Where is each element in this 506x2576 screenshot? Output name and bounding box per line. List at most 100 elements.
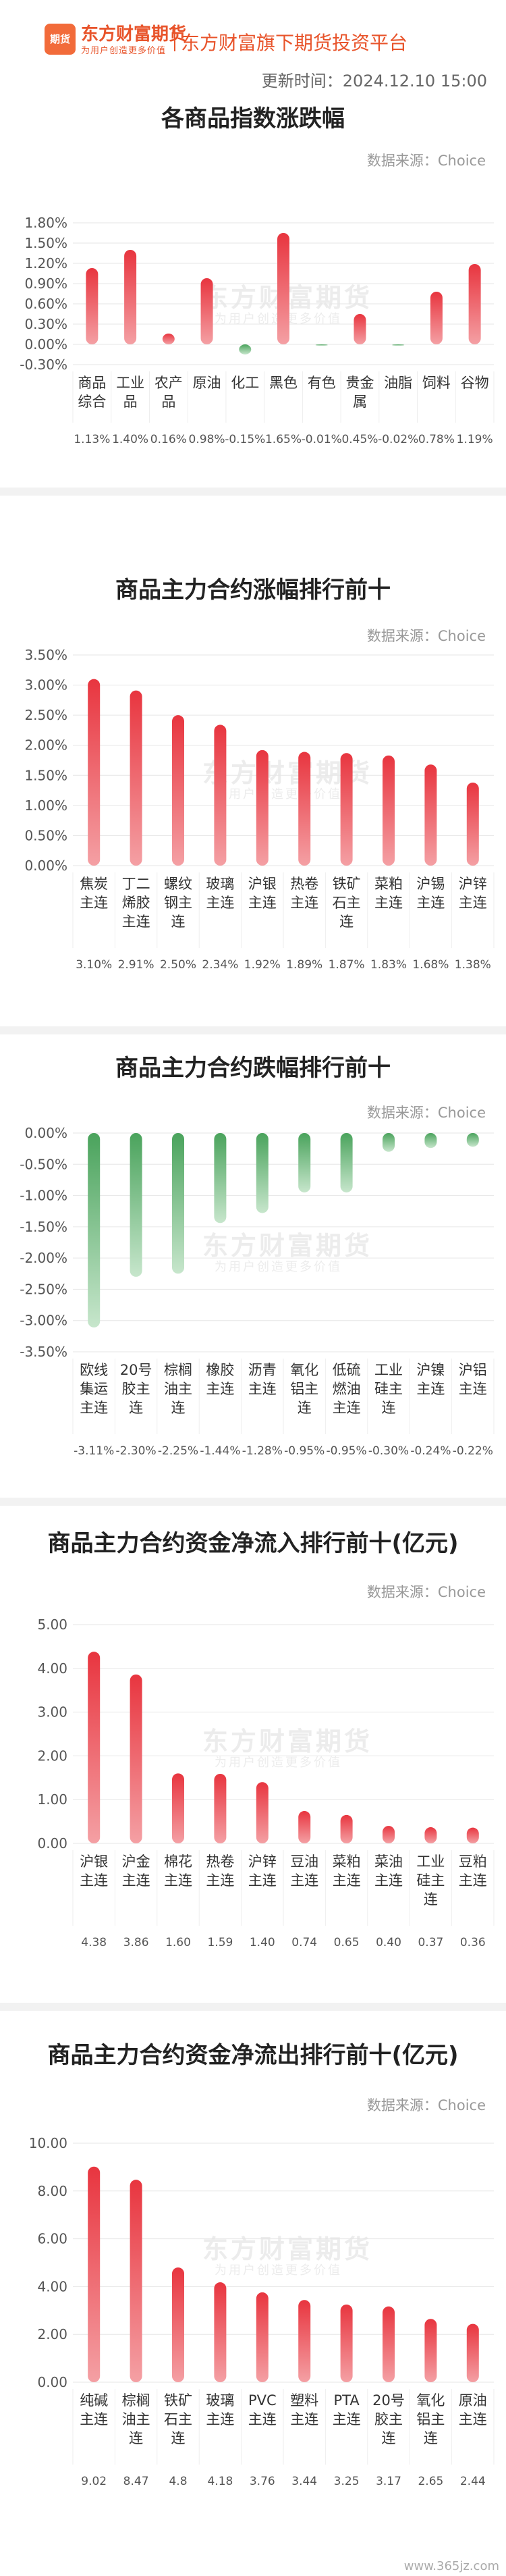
category-label: 沪锌主连: [248, 1854, 277, 1889]
value-label: -0.24%: [410, 1444, 451, 1458]
bar-菜油主连: [383, 1826, 395, 1843]
value-label: 3.10%: [76, 958, 112, 972]
value-label: 1.92%: [244, 958, 281, 972]
value-label: 1.65%: [265, 433, 302, 446]
category-label: 沪银主连: [80, 1854, 108, 1889]
y-tick-label: 0.50%: [24, 827, 67, 843]
chart-source: 数据来源：Choice: [366, 1584, 486, 1600]
bar-欧线集运主连: [88, 1133, 101, 1328]
bar-螺纹钢主连: [172, 715, 184, 866]
chart-section-top-losers: 商品主力合约跌幅排行前十 数据来源：Choice 东方财富期货 为用户创造更多价…: [0, 1034, 506, 1498]
value-label: 2.34%: [202, 958, 238, 972]
category-label: 沪锡主连: [416, 876, 445, 911]
value-label: -2.25%: [158, 1444, 198, 1458]
category-label: 商品综合: [78, 375, 106, 410]
chart-section-index-change: 各商品指数涨跌幅 数据来源：Choice 东方财富期货 为用户创造更多价值 -0…: [0, 95, 506, 488]
value-label: -0.22%: [453, 1444, 493, 1458]
value-label: -1.28%: [242, 1444, 283, 1458]
value-label: 4.38: [81, 1936, 107, 1949]
category-label: 沪锌主连: [459, 876, 487, 911]
value-label: 1.40: [250, 1936, 275, 1949]
category-label: 豆粕主连: [459, 1854, 487, 1889]
value-label: 1.87%: [329, 958, 365, 972]
y-tick-label: -3.50%: [20, 1344, 67, 1360]
y-tick-label: 4.00: [37, 1660, 67, 1677]
y-tick-label: 5.00: [37, 1616, 67, 1633]
chart-title: 商品主力合约涨幅排行前十: [115, 577, 391, 604]
value-label: 3.76: [250, 2475, 275, 2488]
watermark-slogan: 为用户创造更多价值: [215, 1756, 342, 1770]
value-label: 1.83%: [370, 958, 407, 972]
value-label: 1.13%: [74, 433, 110, 446]
category-label: 沪镍主连: [416, 1362, 445, 1397]
category-label: 农产品: [154, 375, 183, 410]
value-label: 2.44: [460, 2475, 486, 2488]
y-tick-label: 8.00: [37, 2183, 67, 2199]
bar-有色: [315, 344, 328, 346]
section-divider: [0, 1026, 506, 1034]
watermark-slogan: 为用户创造更多价值: [215, 1260, 342, 1274]
category-label: 纯碱主连: [80, 2392, 108, 2427]
category-label: 塑料主连: [290, 2392, 318, 2427]
chart-title: 商品主力合约资金净流入排行前十(亿元): [47, 1530, 459, 1557]
watermark-name: 东方财富期货: [202, 2234, 373, 2264]
bar-焦炭主连: [88, 679, 101, 866]
value-label: 8.47: [123, 2475, 149, 2488]
value-label: 0.98%: [189, 433, 225, 446]
value-label: 3.86: [123, 1936, 149, 1949]
category-label: 化工: [231, 375, 259, 391]
category-label: 低硫燃油主连: [333, 1362, 361, 1416]
chart-source: 数据来源：Choice: [366, 2097, 486, 2113]
category-label: 谷物: [461, 375, 489, 391]
y-tick-label: 2.00: [37, 1747, 67, 1764]
category-label: 黑色: [269, 375, 298, 391]
bar-商品综合: [86, 268, 99, 344]
value-label: 0.40: [376, 1936, 401, 1949]
chart-title: 商品主力合约跌幅排行前十: [115, 1055, 391, 1082]
bar-豆油主连: [298, 1811, 311, 1843]
bar-热卷主连: [298, 752, 311, 866]
bar-丁二烯胶主连: [130, 690, 142, 866]
y-tick-label: -1.50%: [20, 1219, 67, 1235]
chart-source: 数据来源：Choice: [366, 628, 486, 644]
logo-icon: 期货: [45, 24, 76, 55]
bar-工业硅主连: [424, 1827, 437, 1843]
bar-饲料: [430, 292, 443, 344]
value-label: 0.36: [460, 1936, 486, 1949]
chart-net-inflow: 0.00 1.00 2.00 3.00 4.00 5.00 沪银主连 4.38 沪金主连 3.86…: [37, 1616, 495, 1949]
category-label: 原油: [193, 375, 221, 391]
bar-工业硅主连: [383, 1133, 395, 1152]
y-tick-label: -2.00%: [20, 1250, 67, 1266]
y-tick-label: 4.00: [37, 2278, 67, 2294]
bar-谷物: [468, 264, 481, 344]
platform-name: 东方财富旗下期货投资平台: [181, 32, 408, 54]
watermark-name: 东方财富期货: [202, 1231, 373, 1261]
category-label: 棕榈油主连: [164, 1362, 192, 1416]
bar-黑色: [277, 233, 289, 344]
bar-热卷主连: [214, 1773, 227, 1843]
category-label: 棉花主连: [164, 1854, 192, 1889]
category-label: 菜粕主连: [374, 876, 403, 911]
category-label: 豆油主连: [290, 1854, 318, 1889]
value-label: 9.02: [81, 2475, 107, 2488]
category-label: PVC 主连: [248, 2392, 277, 2427]
bar-沪锌主连: [466, 782, 479, 866]
y-tick-label: 1.00%: [24, 797, 67, 814]
category-label: 贵金属: [345, 375, 374, 410]
bar-棕榈油主连: [130, 2180, 142, 2382]
bar-工业品: [124, 250, 137, 344]
chart-top-losers: 0.00% -0.50% -1.00% -1.50% -2.00% -2.50% -3.00…: [20, 1125, 495, 1458]
bar-玻璃主连: [214, 2282, 227, 2382]
bar-纯碱主连: [88, 2166, 101, 2382]
bar-菜粕主连: [383, 755, 395, 866]
bar-沪银主连: [88, 1652, 101, 1843]
bar-低硫燃油主连: [340, 1133, 353, 1192]
bar-铁矿石主连: [340, 753, 353, 866]
category-label: PTA 主连: [333, 2392, 361, 2427]
category-label: 菜油主连: [374, 1854, 403, 1889]
value-label: -0.02%: [378, 433, 418, 446]
section-divider: [0, 2003, 506, 2011]
y-tick-label: 10.00: [29, 2135, 67, 2151]
chart-section-top-gainers: 商品主力合约涨幅排行前十 数据来源：Choice 东方财富期货 为用户创造更多价…: [0, 496, 506, 1026]
value-label: 3.44: [291, 2475, 317, 2488]
